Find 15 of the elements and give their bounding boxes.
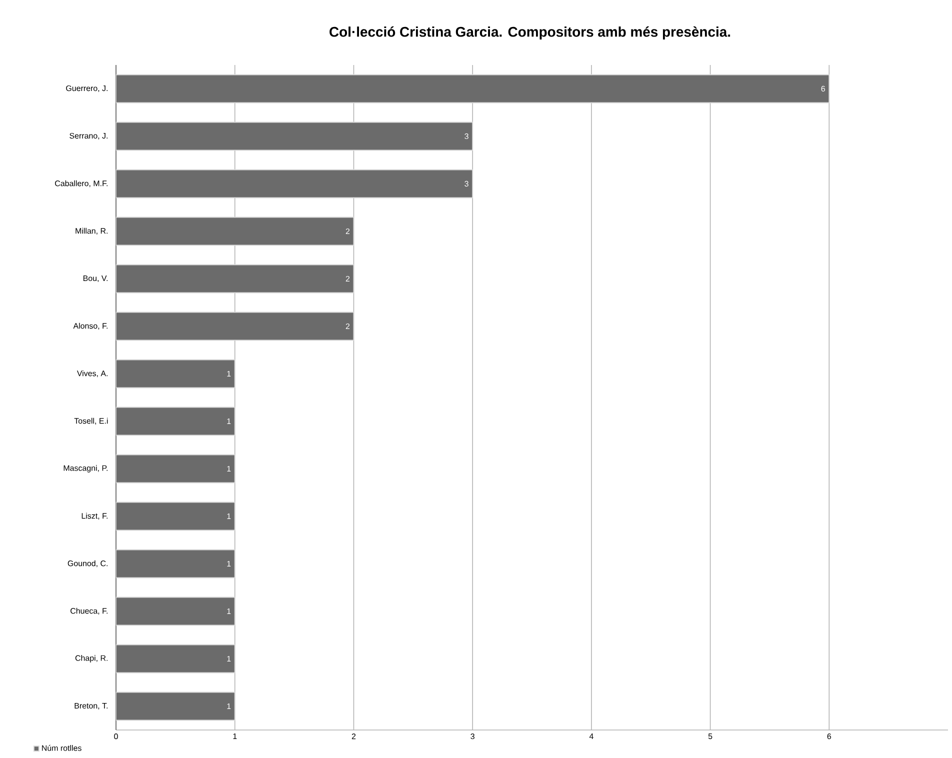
bar (116, 169, 474, 198)
bar (116, 74, 830, 104)
bar (116, 596, 236, 626)
bar (116, 264, 354, 294)
bar (116, 502, 236, 531)
bar (116, 692, 236, 721)
bar (116, 359, 236, 388)
bar (116, 454, 236, 484)
bar (116, 644, 236, 674)
chart-title: Col·lecció Cristina Garcia. Compositors amb més presència. (330, 26, 730, 40)
bar (116, 549, 236, 578)
bar (116, 122, 474, 151)
bar (116, 312, 354, 341)
bar (116, 216, 354, 246)
bar (116, 406, 236, 436)
